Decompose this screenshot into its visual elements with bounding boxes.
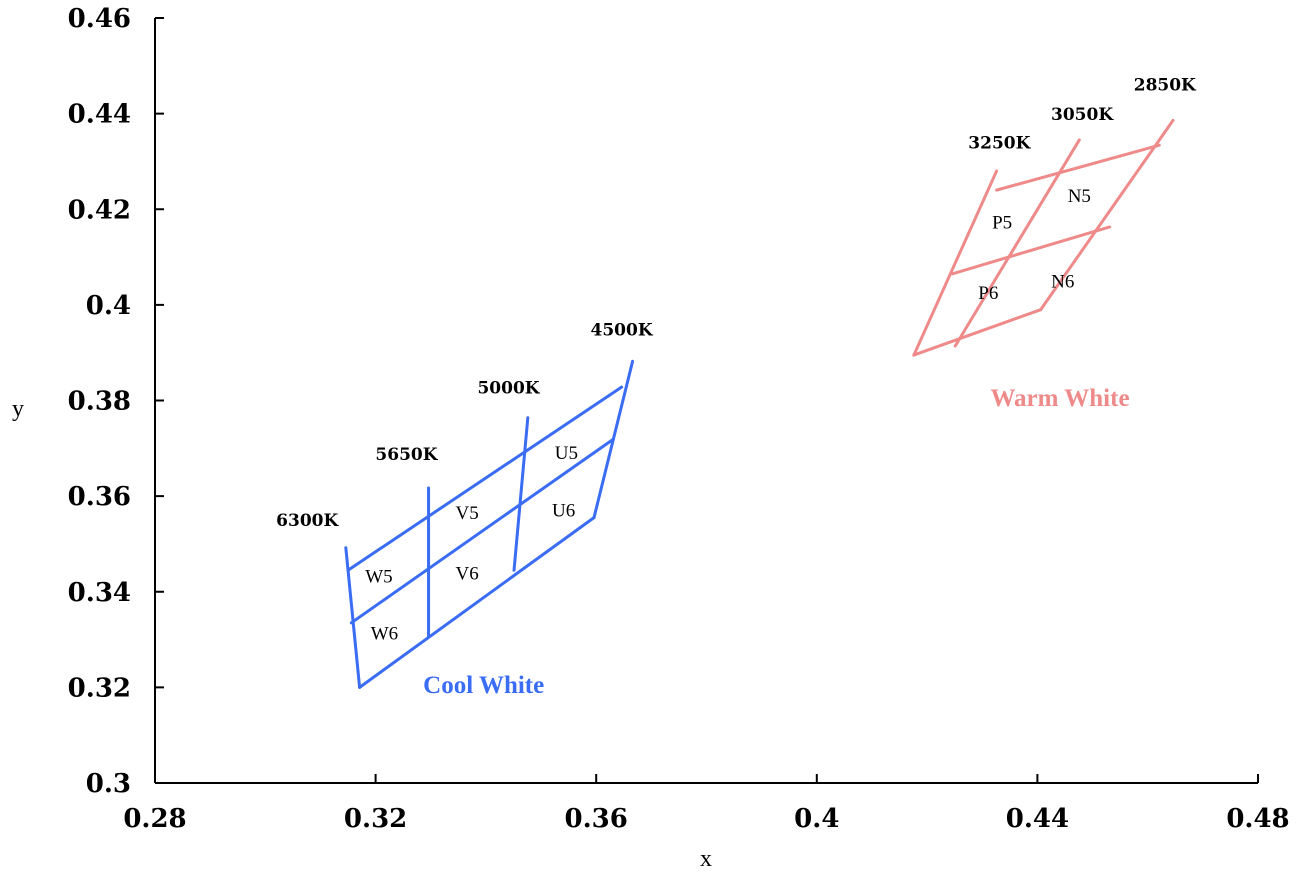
x-tick-label: 0.44 — [1006, 804, 1069, 834]
warm-white-grid-line — [995, 143, 1161, 192]
bin-label: U5 — [555, 443, 578, 464]
bin-label: U6 — [552, 501, 575, 522]
warm-white-group: 3250K 3050K 2850K P5 N5 P6 N6 Warm White — [912, 76, 1197, 412]
x-tick-label: 0.48 — [1226, 804, 1289, 834]
x-axis-title: x — [700, 846, 712, 872]
cool-white-grid-line — [346, 385, 624, 572]
bin-label: P6 — [978, 283, 998, 304]
y-tick-label: 0.42 — [68, 195, 131, 225]
x-tick-label: 0.32 — [344, 804, 407, 834]
color-temperature-label: 6300K — [276, 511, 339, 531]
bin-label: V6 — [456, 563, 479, 584]
x-tick-label: 0.28 — [123, 804, 186, 834]
bin-label: V5 — [456, 503, 479, 524]
y-tick-label: 0.36 — [68, 482, 131, 512]
y-tick-label: 0.3 — [86, 769, 131, 799]
y-axis-ticks: 0.3 0.32 0.34 0.36 0.38 0.4 0.42 0.44 0.46 — [68, 4, 164, 799]
y-tick-label: 0.44 — [68, 100, 131, 130]
cool-white-grid-line — [512, 416, 530, 572]
warm-white-grid-line — [950, 225, 1112, 276]
color-temperature-label: 5000K — [477, 378, 540, 398]
bin-label: P5 — [992, 212, 1012, 233]
cool-white-group: 6300K 5650K 5000K 4500K W5 W6 V5 V6 U5 U6 Cool Whi… — [276, 320, 654, 699]
cool-white-label: Cool White — [423, 672, 544, 699]
y-tick-label: 0.46 — [68, 4, 131, 34]
x-tick-label: 0.4 — [794, 804, 839, 834]
warm-white-grid-line — [912, 308, 1043, 357]
color-temperature-label: 5650K — [375, 445, 438, 465]
bin-label: N5 — [1068, 186, 1091, 207]
y-tick-label: 0.32 — [68, 673, 131, 703]
cool-white-grid-line — [358, 516, 596, 689]
y-axis-title: y — [12, 396, 24, 422]
y-tick-label: 0.34 — [68, 578, 131, 608]
y-tick-label: 0.38 — [68, 387, 131, 417]
color-temperature-label: 4500K — [591, 320, 654, 340]
color-temperature-label: 3250K — [968, 134, 1031, 154]
color-temperature-label: 2850K — [1134, 76, 1197, 96]
warm-white-grid-line — [1039, 118, 1175, 312]
plot-area: 6300K 5650K 5000K 4500K W5 W6 V5 V6 U5 U6 Cool Whi… — [276, 76, 1197, 699]
bin-label: W6 — [371, 624, 398, 645]
color-temperature-label: 3050K — [1051, 105, 1114, 125]
y-tick-label: 0.4 — [86, 291, 131, 321]
warm-white-label: Warm White — [990, 385, 1129, 412]
x-tick-label: 0.36 — [565, 804, 628, 834]
bin-label: N6 — [1051, 272, 1074, 293]
x-axis-ticks: 0.28 0.32 0.36 0.4 0.44 0.48 — [123, 774, 1290, 834]
cool-white-grid-line — [349, 437, 615, 625]
warm-white-grid-line — [912, 169, 999, 357]
bin-label: W5 — [365, 567, 392, 588]
